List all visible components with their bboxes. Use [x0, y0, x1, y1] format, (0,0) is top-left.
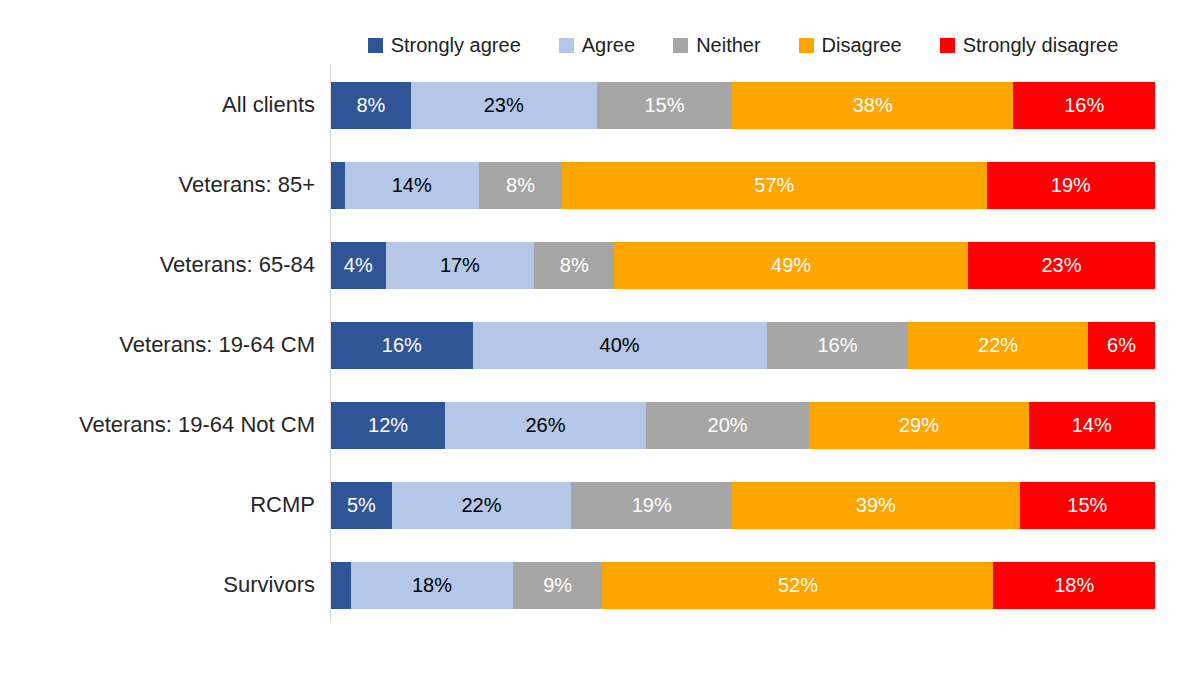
bar-segment: 17%: [386, 242, 535, 289]
bar-segment: 4%: [331, 242, 386, 289]
chart-canvas: Strongly agree Agree Neither Disagree Strong…: [0, 0, 1200, 675]
bar-segment: 23%: [968, 242, 1155, 289]
bar-segment: 16%: [767, 322, 909, 369]
legend-item: Neither: [673, 34, 760, 57]
stacked-bar: 14%8%57%19%: [331, 162, 1155, 209]
chart-row: RCMP5%22%19%39%15%: [0, 465, 1155, 545]
bar-segment: [331, 162, 345, 209]
bar-segment: 16%: [1013, 82, 1155, 129]
bar-segment: 18%: [993, 562, 1155, 609]
category-label: RCMP: [0, 492, 331, 518]
chart-row: Veterans: 19-64 CM16%40%16%22%6%: [0, 305, 1155, 385]
category-label: Veterans: 19-64 Not CM: [0, 412, 331, 438]
stacked-bar: 5%22%19%39%15%: [331, 482, 1155, 529]
bar-segment: 19%: [987, 162, 1155, 209]
bar-segment: 57%: [562, 162, 987, 209]
bar-segment: 40%: [473, 322, 767, 369]
bar-segment: 19%: [571, 482, 732, 529]
chart-row: All clients8%23%15%38%16%: [0, 65, 1155, 145]
bar-segment: 38%: [732, 82, 1013, 129]
category-label: Veterans: 85+: [0, 172, 331, 198]
bar-segment: 52%: [602, 562, 993, 609]
bar-segment: 18%: [351, 562, 513, 609]
legend-label: Strongly agree: [391, 34, 521, 57]
bar-segment: 8%: [479, 162, 562, 209]
legend-label: Disagree: [822, 34, 902, 57]
bar-segment: 29%: [809, 402, 1028, 449]
legend-swatch-icon: [799, 38, 814, 53]
bar-segment: 26%: [445, 402, 646, 449]
bar-segment: 20%: [646, 402, 810, 449]
bar-segment: 8%: [331, 82, 411, 129]
chart-row: Veterans: 85+14%8%57%19%: [0, 145, 1155, 225]
chart-plot-area: All clients8%23%15%38%16%Veterans: 85+14…: [0, 65, 1155, 625]
stacked-bar: 16%40%16%22%6%: [331, 322, 1155, 369]
chart-row: Veterans: 19-64 Not CM12%26%20%29%14%: [0, 385, 1155, 465]
bar-segment: 16%: [331, 322, 473, 369]
bar-segment: 22%: [908, 322, 1088, 369]
category-label: Veterans: 65-84: [0, 252, 331, 278]
legend-swatch-icon: [940, 38, 955, 53]
bar-segment: 12%: [331, 402, 445, 449]
legend-swatch-icon: [368, 38, 383, 53]
bar-segment: 8%: [534, 242, 614, 289]
bar-segment: 39%: [732, 482, 1020, 529]
legend-item: Strongly agree: [368, 34, 521, 57]
bar-segment: 6%: [1088, 322, 1155, 369]
bar-segment: [331, 562, 351, 609]
category-label: Survivors: [0, 572, 331, 598]
chart-row: Veterans: 65-844%17%8%49%23%: [0, 225, 1155, 305]
legend-item: Strongly disagree: [940, 34, 1119, 57]
bar-segment: 22%: [392, 482, 572, 529]
chart-legend: Strongly agree Agree Neither Disagree Strong…: [331, 30, 1155, 60]
legend-swatch-icon: [559, 38, 574, 53]
bar-segment: 9%: [513, 562, 603, 609]
bar-segment: 14%: [345, 162, 480, 209]
legend-label: Strongly disagree: [963, 34, 1119, 57]
category-label: All clients: [0, 92, 331, 118]
legend-label: Agree: [582, 34, 635, 57]
stacked-bar: 8%23%15%38%16%: [331, 82, 1155, 129]
legend-label: Neither: [696, 34, 760, 57]
category-label: Veterans: 19-64 CM: [0, 332, 331, 358]
legend-swatch-icon: [673, 38, 688, 53]
stacked-bar: 4%17%8%49%23%: [331, 242, 1155, 289]
stacked-bar: 18%9%52%18%: [331, 562, 1155, 609]
bar-segment: 5%: [331, 482, 392, 529]
stacked-bar: 12%26%20%29%14%: [331, 402, 1155, 449]
bar-segment: 15%: [1020, 482, 1155, 529]
legend-item: Disagree: [799, 34, 902, 57]
chart-row: Survivors18%9%52%18%: [0, 545, 1155, 625]
bar-segment: 23%: [411, 82, 597, 129]
legend-item: Agree: [559, 34, 635, 57]
bar-segment: 15%: [597, 82, 732, 129]
bar-segment: 14%: [1029, 402, 1156, 449]
bar-segment: 49%: [614, 242, 967, 289]
